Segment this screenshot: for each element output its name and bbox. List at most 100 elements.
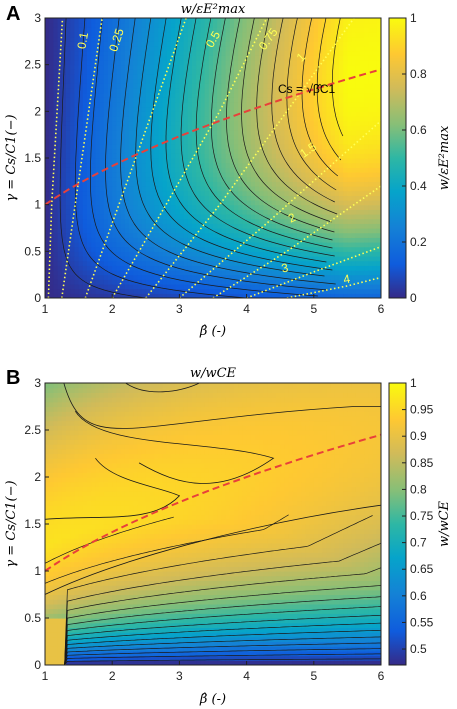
- heatmap-cell: [120, 83, 126, 89]
- heatmap-cell: [351, 251, 357, 257]
- heatmap-cell: [116, 256, 122, 262]
- heatmap-cell: [301, 50, 306, 56]
- heatmap-cell: [238, 204, 243, 210]
- heatmap-cell: [78, 36, 84, 42]
- heatmap-cell: [250, 116, 256, 122]
- heatmap-cell: [116, 74, 122, 80]
- contour-line: [135, 18, 325, 277]
- heatmap-cell: [339, 139, 344, 145]
- heatmap-cell: [162, 232, 168, 238]
- heatmap-cell: [137, 209, 143, 215]
- heatmap-cell: [45, 627, 50, 633]
- heatmap-cell: [175, 120, 180, 126]
- heatmap-cell: [284, 214, 290, 220]
- heatmap-cell: [61, 148, 67, 154]
- heatmap-cell: [200, 209, 206, 215]
- heatmap-cell: [45, 401, 50, 408]
- heatmap-cell: [208, 41, 214, 47]
- heatmap-cell: [154, 60, 159, 66]
- heatmap-cell: [200, 27, 206, 33]
- heatmap-cell: [137, 18, 143, 24]
- heatmap-cell: [351, 265, 357, 271]
- heatmap-cell: [74, 50, 80, 56]
- heatmap-cell: [242, 111, 248, 117]
- heatmap-cell: [318, 69, 323, 75]
- heatmap-cell: [183, 78, 189, 84]
- heatmap-cell: [166, 116, 172, 122]
- heatmap-cell: [234, 125, 239, 131]
- heatmap-cell: [78, 279, 84, 285]
- heatmap-cell: [112, 186, 117, 192]
- heatmap-cell: [301, 242, 306, 248]
- heatmap-cell: [49, 509, 54, 516]
- heatmap-cell: [158, 64, 164, 70]
- heatmap-cell: [326, 27, 332, 33]
- heatmap-cell: [112, 181, 117, 187]
- heatmap-cell: [225, 209, 231, 215]
- heatmap-cell: [103, 130, 109, 136]
- heatmap-cell: [91, 41, 96, 47]
- heatmap-cell: [150, 176, 155, 182]
- heatmap-cell: [141, 130, 147, 136]
- heatmap-cell: [242, 242, 248, 248]
- heatmap-cell: [309, 41, 315, 47]
- heatmap-cell: [242, 158, 248, 164]
- heatmap-cell: [158, 69, 164, 75]
- heatmap-cell: [78, 83, 84, 89]
- heatmap-cell: [213, 102, 218, 108]
- heatmap-cell: [108, 265, 113, 271]
- heatmap-cell: [200, 256, 206, 262]
- heatmap-cell: [217, 181, 222, 187]
- heatmap-cell: [112, 190, 117, 196]
- heatmap-cell: [368, 214, 374, 220]
- heatmap-cell: [49, 92, 54, 98]
- heatmap-cell: [78, 265, 84, 271]
- heatmap-cell: [196, 102, 201, 108]
- heatmap-cell: [162, 190, 168, 196]
- heatmap-cell: [70, 270, 75, 276]
- heatmap-cell: [259, 237, 264, 243]
- heatmap-cell: [330, 274, 336, 280]
- heatmap-cell: [70, 144, 75, 150]
- heatmap-cell: [99, 36, 105, 42]
- heatmap-cell: [343, 88, 348, 94]
- heatmap-cell: [53, 106, 59, 112]
- heatmap-cell: [271, 209, 277, 215]
- heatmap-cell: [347, 78, 353, 84]
- heatmap-cell: [82, 50, 88, 56]
- heatmap-cell: [129, 251, 134, 257]
- heatmap-cell: [238, 111, 243, 117]
- heatmap-cell: [45, 106, 50, 112]
- heatmap-cell: [141, 265, 147, 271]
- heatmap-cell: [124, 41, 130, 47]
- heatmap-cell: [179, 214, 185, 220]
- heatmap-cell: [137, 246, 143, 252]
- heatmap-cell: [242, 32, 248, 38]
- heatmap-cell: [196, 270, 201, 276]
- heatmap-cell: [45, 55, 50, 61]
- heatmap-cell: [355, 134, 361, 140]
- heatmap-cell: [162, 130, 168, 136]
- heatmap-cell: [326, 102, 332, 108]
- heatmap-cell: [175, 237, 180, 243]
- heatmap-cell: [288, 106, 294, 112]
- heatmap-cell: [137, 60, 143, 66]
- heatmap-cell: [116, 134, 122, 140]
- heatmap-cell: [351, 125, 357, 131]
- heatmap-cell: [204, 246, 210, 252]
- heatmap-cell: [175, 218, 180, 224]
- heatmap-cell: [259, 167, 264, 173]
- heatmap-cell: [292, 18, 298, 24]
- heatmap-cell: [259, 102, 264, 108]
- y-tick-label: 1.5: [24, 151, 41, 165]
- heatmap-cell: [372, 148, 378, 154]
- heatmap-cell: [103, 18, 109, 24]
- heatmap-cell: [326, 284, 332, 290]
- heatmap-cell: [292, 120, 298, 126]
- heatmap-cell: [74, 148, 80, 154]
- heatmap-cell: [330, 74, 336, 80]
- dotted-contour: [178, 120, 381, 298]
- heatmap-cell: [137, 64, 143, 70]
- heatmap-cell: [267, 195, 273, 201]
- heatmap-cell: [318, 50, 323, 56]
